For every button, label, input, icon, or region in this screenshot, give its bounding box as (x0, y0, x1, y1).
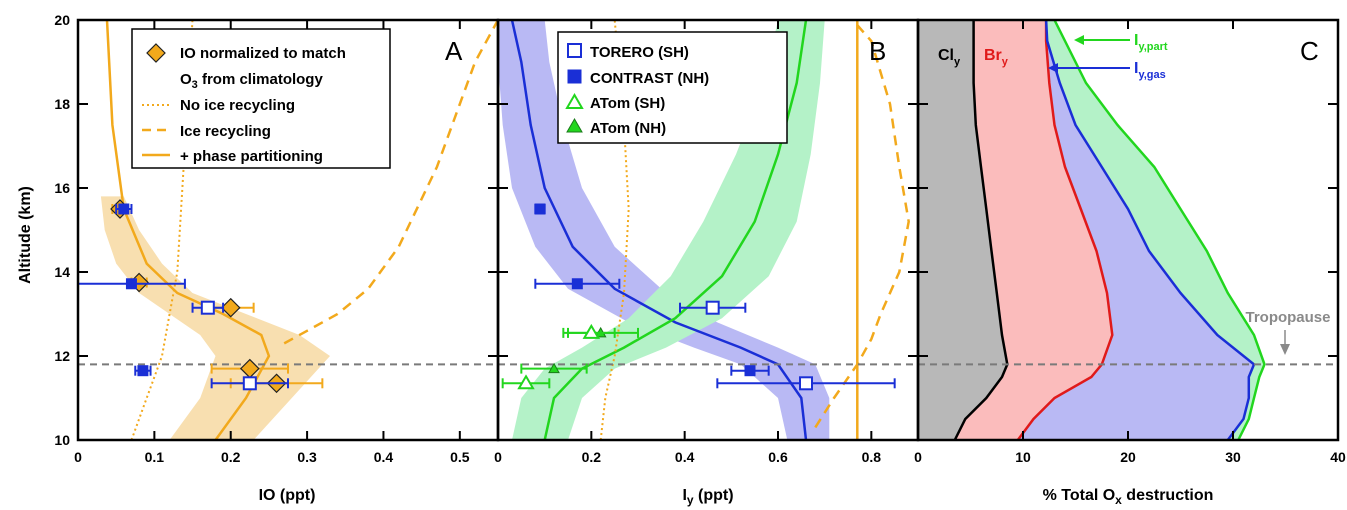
legend-panel-a: IO normalized to match O3 from climatolo… (131, 28, 391, 169)
panel-b-triangle-point (548, 362, 560, 374)
legend-b-box (557, 31, 788, 144)
legend-a-label-0: IO normalized to match (180, 45, 346, 62)
panel-b-band-1 (512, 20, 825, 440)
panel-b-open-triangle-point (582, 323, 601, 339)
x-tick-label: 0 (494, 449, 502, 465)
panel-a-series-line-2 (105, 19, 271, 441)
x-tick-label: 0 (914, 449, 922, 465)
legend-a-box (131, 28, 391, 169)
panel-b-open-square-point (799, 376, 813, 391)
x-tick-label: 30 (1225, 449, 1241, 465)
panel-b-band-0 (498, 20, 830, 440)
legend-b-label-2: ATom (SH) (590, 95, 665, 112)
y-tick-label: 18 (54, 96, 70, 112)
panel-a-open-square-point (242, 376, 257, 391)
tropopause-arrowhead (1280, 344, 1290, 355)
panel-c-x-axis-title: % Total Ox destruction (1043, 487, 1214, 507)
panel-a-x-axis-title: IO (ppt) (259, 487, 316, 504)
panel-c-area-line-2 (1044, 19, 1256, 441)
panel-label-b: B (869, 36, 886, 66)
y-tick-label: 12 (54, 348, 70, 364)
iy-part-label: Iy,part (1134, 32, 1168, 53)
panel-a-plot (77, 19, 500, 441)
panel-a-series-line-0 (130, 19, 194, 441)
legend-a-label-4: + phase partitioning (180, 148, 323, 165)
panel-b-x-axis-title: Iy (ppt) (682, 487, 733, 507)
panel-a-uncertainty-band (100, 196, 331, 440)
x-tick-label: 0.3 (297, 449, 317, 465)
panel-c-area-0 (918, 20, 1008, 440)
panel-a-square-point (137, 365, 149, 377)
iy-gas-label: Iy,gas (1134, 60, 1166, 81)
panel-a-series-line-1 (283, 19, 500, 345)
panel-c-area-3 (1046, 20, 1265, 440)
x-tick-label: 0.1 (145, 449, 165, 465)
panel-b-square-point (571, 278, 583, 290)
legend-panel-b: TORERO (SH) CONTRAST (NH) ATom (SH) ATom… (557, 31, 788, 144)
panel-c-plot (918, 19, 1338, 441)
x-tick-label: 0.4 (374, 449, 394, 465)
bry-label: Bry (984, 47, 1009, 68)
y-tick-label: 16 (54, 180, 70, 196)
legend-b-square-marker (567, 69, 582, 84)
cly-label: Cly (938, 47, 961, 68)
iy-gas-arrowhead (1048, 63, 1058, 73)
x-tick-label: 40 (1330, 449, 1346, 465)
y-tick-label: 10 (54, 432, 70, 448)
x-tick-label: 0.8 (862, 449, 882, 465)
panel-b-series-line-0 (510, 19, 808, 441)
axes-frame: 0 0.1 0.2 0.3 0.4 0.5 0 0.2 0.4 0.6 0.8 0 10 20 30 4010… (54, 12, 1346, 465)
x-tick-label: 10 (1015, 449, 1031, 465)
panel-b-square-point (534, 203, 546, 215)
panel-c-area-line-0 (953, 20, 1009, 441)
panel-c-area-2 (1017, 20, 1254, 440)
panel-a-square-point (125, 278, 137, 290)
x-tick-label: 0.2 (221, 449, 241, 465)
legend-a-diamond-marker (146, 43, 166, 63)
y-tick-label: 20 (54, 12, 70, 28)
y-axis-title: Altitude (km) (17, 186, 34, 284)
panel-label-c: C (1300, 36, 1319, 66)
legend-a-label-3: Ice recycling (180, 123, 271, 140)
legend-b-open-triangle-marker (565, 92, 584, 109)
x-tick-label: 0.5 (450, 449, 470, 465)
x-tick-label: 0.2 (582, 449, 602, 465)
panel-a-square-point (118, 203, 130, 215)
panel-c-area-line-1 (1016, 20, 1114, 441)
iy-gas-annotation: Iy,gas (1048, 60, 1166, 81)
x-tick-label: 0 (74, 449, 82, 465)
iy-part-arrowhead (1074, 35, 1084, 45)
legend-b-label-3: ATom (NH) (590, 120, 666, 137)
x-tick-label: 0.4 (675, 449, 695, 465)
legend-a-label-1: O3 from climatology (180, 71, 323, 91)
panel-label-a: A (445, 36, 463, 66)
legend-b-open-square-marker (567, 43, 582, 58)
legend-b-triangle-marker (566, 117, 583, 133)
legend-a-label-2: No ice recycling (180, 97, 295, 114)
legend-b-label-1: CONTRAST (NH) (590, 70, 709, 87)
tropopause-label: Tropopause (1245, 309, 1330, 326)
tropopause-annotation: Tropopause (1245, 309, 1331, 355)
panel-b-series-line-3 (814, 19, 910, 429)
y-tick-label: 14 (54, 264, 70, 280)
x-tick-label: 20 (1120, 449, 1136, 465)
panel-c-area-1 (954, 20, 1113, 440)
panel-c-area-line-3 (1053, 19, 1266, 441)
x-tick-label: 0.6 (768, 449, 788, 465)
panel-b-square-point (744, 365, 756, 377)
panel-b-open-square-point (705, 300, 720, 315)
panel-b-open-triangle-point (517, 374, 535, 390)
iy-part-annotation: Iy,part (1074, 32, 1168, 53)
panel-a-open-square-point (200, 300, 215, 315)
panel-a-diamond-point (220, 297, 241, 318)
legend-b-label-0: TORERO (SH) (590, 44, 689, 61)
